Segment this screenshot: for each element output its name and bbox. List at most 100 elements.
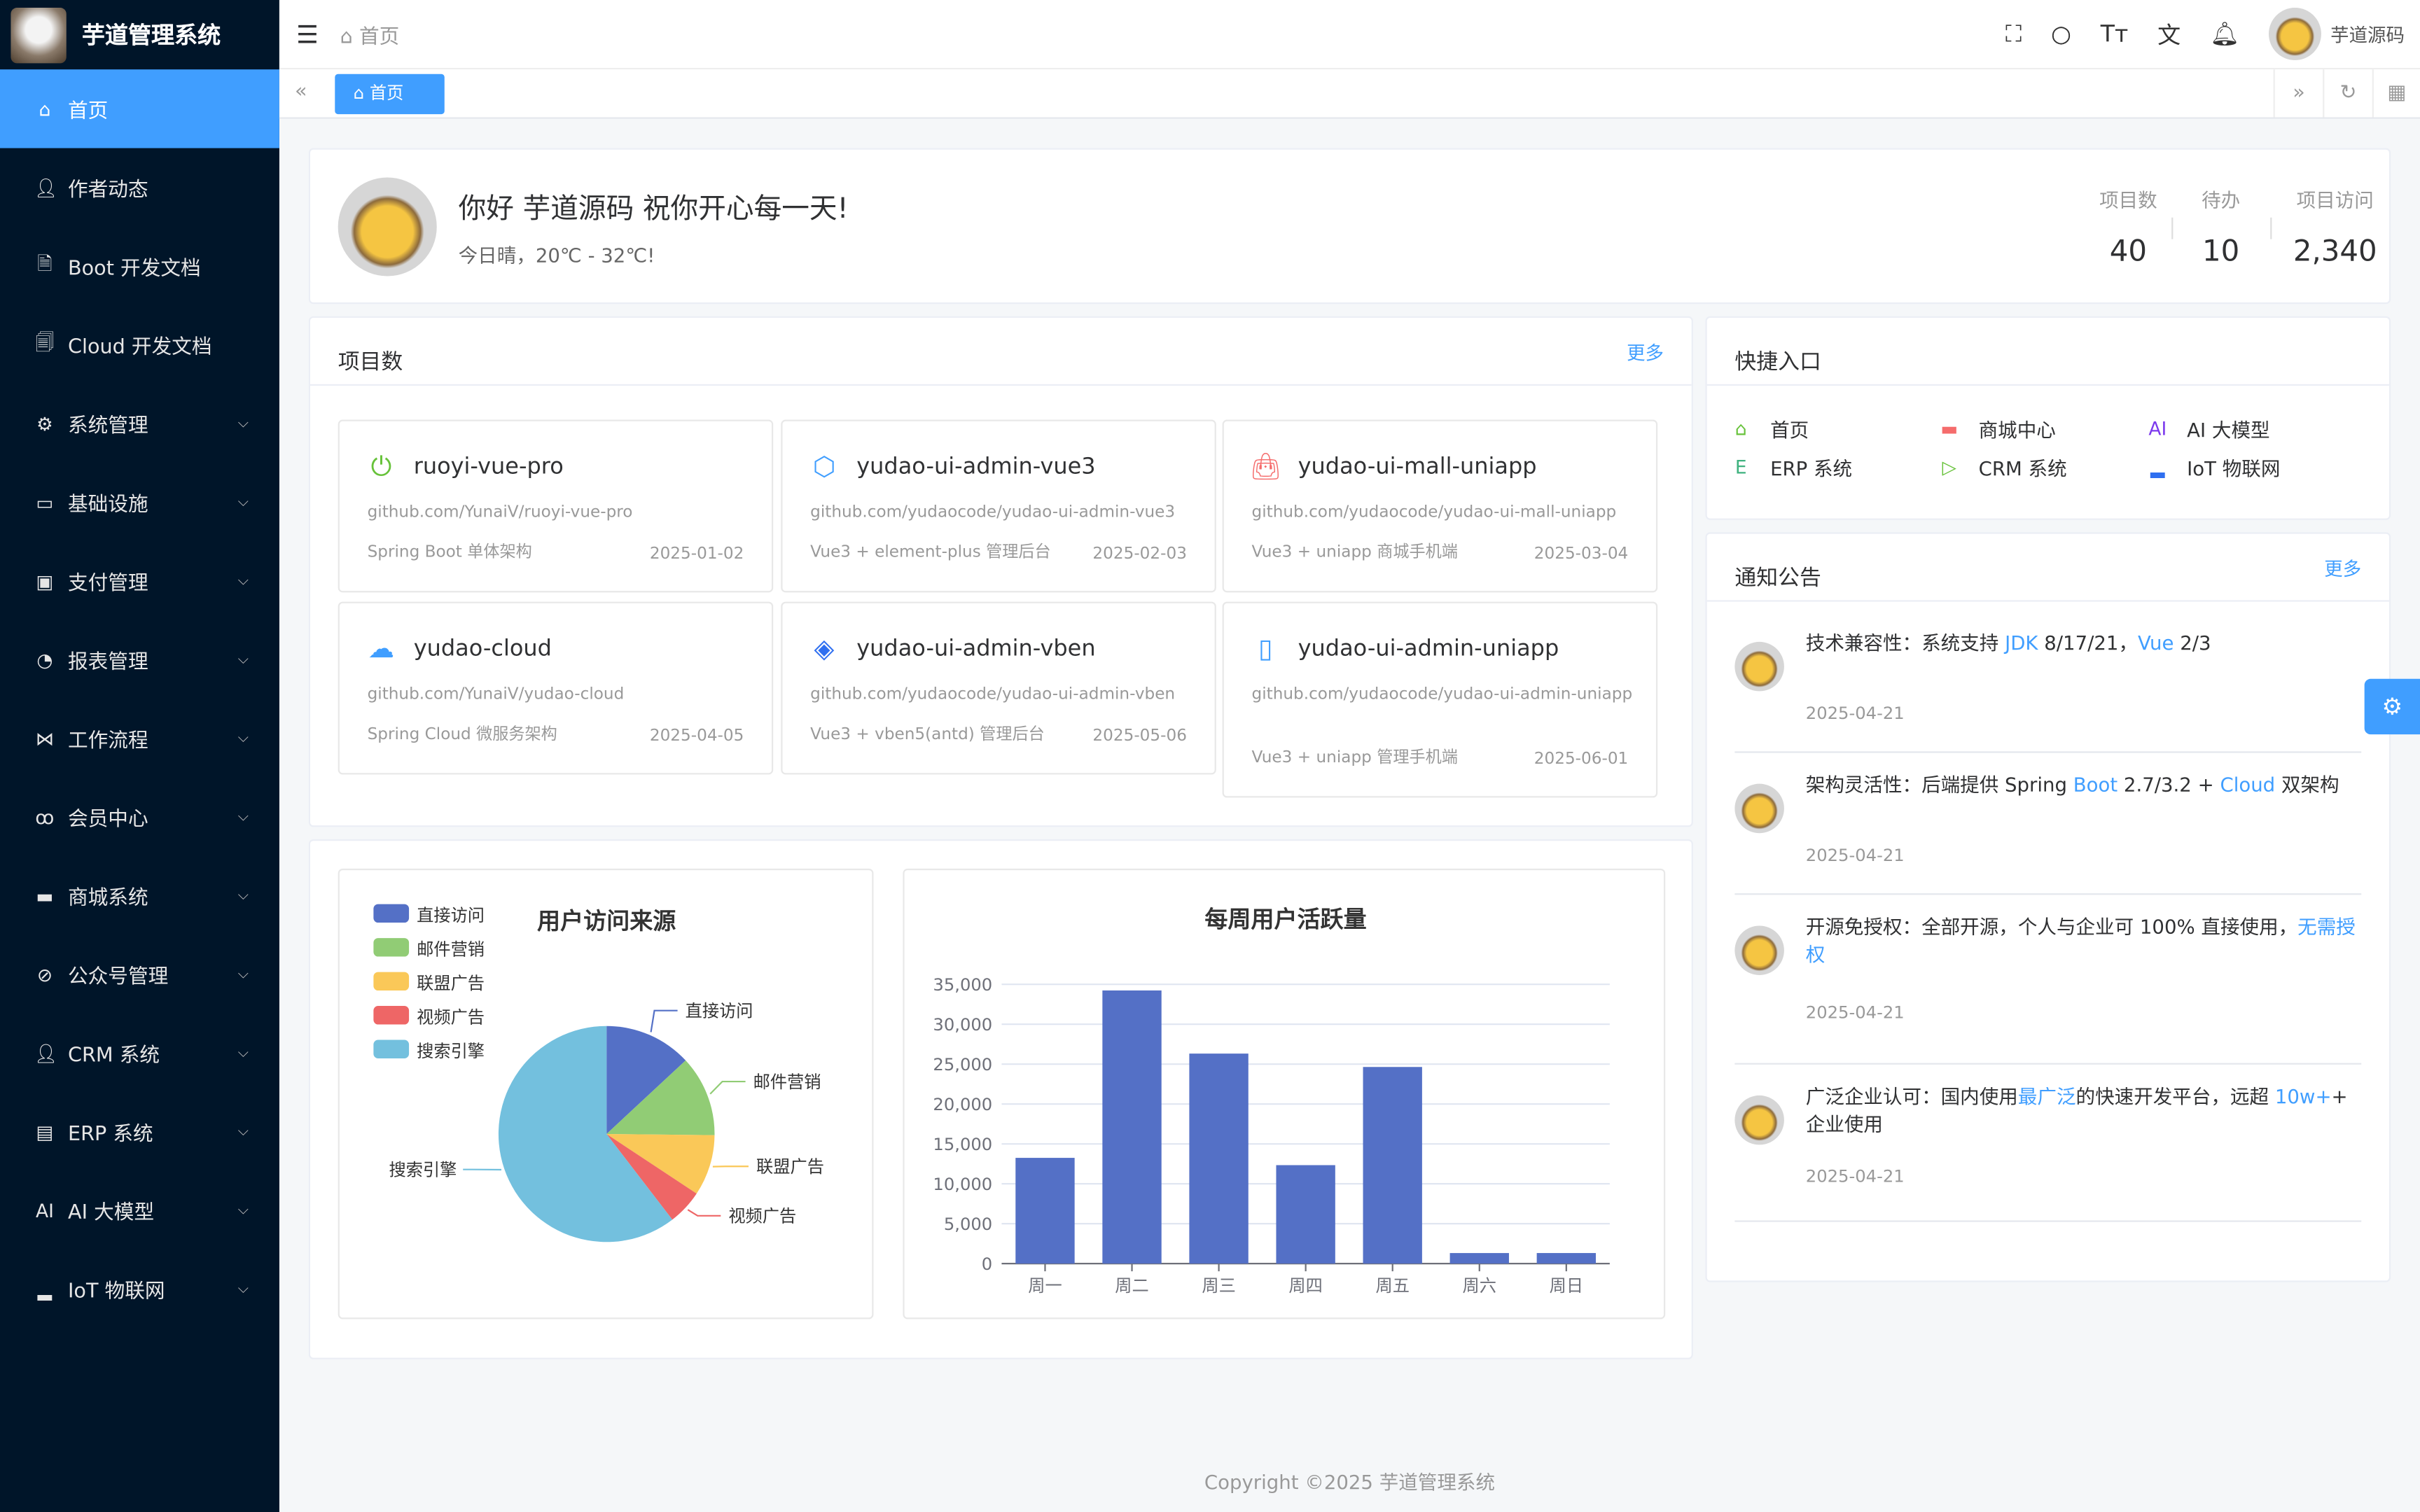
label-line: [709, 1080, 746, 1095]
sidebar-item-14[interactable]: AI AI 大模型 ⌵: [0, 1171, 279, 1250]
notice-link[interactable]: 最广泛: [2017, 1084, 2076, 1108]
shop-icon: ▬: [1940, 417, 1959, 440]
app-title: 芋道管理系统: [81, 21, 221, 50]
bell-icon[interactable]: 🔔︎: [2210, 20, 2240, 48]
documents-icon: 🗐: [35, 331, 55, 354]
y-tick-label: 25,000: [933, 1054, 992, 1074]
label-line: [650, 1009, 678, 1032]
cloud-icon: ☁: [368, 634, 395, 665]
sidebar-item-3[interactable]: 🗐 Cloud 开发文档: [0, 305, 279, 384]
chevron-down-icon: ⌵: [237, 1281, 249, 1297]
bar: [1015, 1158, 1075, 1264]
notice-link[interactable]: JDK: [2005, 631, 2038, 654]
project-card[interactable]: ⏻ ruoyi-vue-pro github.com/YunaiV/ruoyi-vu…: [338, 419, 774, 593]
translate-icon[interactable]: 文: [2157, 20, 2181, 49]
notice-text: 广泛企业认可：国内使用最广泛的快速开发平台，远超 10w++ 企业使用: [1805, 1084, 2348, 1136]
grid-menu-icon[interactable]: ▦: [2372, 69, 2420, 118]
font-size-icon[interactable]: Tт: [2100, 20, 2129, 48]
chevron-down-icon: ⌵: [237, 1203, 249, 1219]
pie-chart-panel: 用户访问来源 直接访问 邮件营销 联盟广告 视频广告 搜索引擎 直接访问 邮件营销 联盟广告 视频…: [338, 868, 874, 1320]
chevron-down-icon: ⌵: [237, 1124, 249, 1140]
refresh-icon[interactable]: ↻: [2323, 69, 2372, 118]
notice-item[interactable]: 广泛企业认可：国内使用最广泛的快速开发平台，远超 10w++ 企业使用 2025-…: [1734, 1065, 2362, 1222]
chart-title: 每周用户活跃量: [1204, 906, 1366, 933]
sidebar-item-0[interactable]: ⌂ 首页: [0, 69, 279, 148]
quick-entry-item[interactable]: E ERP 系统: [1730, 447, 1939, 486]
sidebar-item-6[interactable]: ▣ 支付管理 ⌵: [0, 542, 279, 620]
sidebar-item-1[interactable]: 👤︎ 作者动态: [34, 176, 148, 202]
tags-view: « ⌂ 首页 » ↻ ▦: [279, 69, 2420, 119]
username[interactable]: 芋道源码: [2330, 24, 2405, 46]
notice-item[interactable]: 开源免授权：全部开源，个人与企业可 100% 直接使用，无需授权 2025-04-…: [1734, 895, 2362, 1065]
workflow-icon: ⋈: [35, 727, 55, 750]
notice-link[interactable]: Vue: [2138, 631, 2174, 654]
fullscreen-icon[interactable]: ⛶: [2005, 20, 2022, 48]
sidebar-item-11[interactable]: ⊘ 公众号管理 ⌵: [0, 935, 279, 1014]
user-icon: 👤︎: [34, 176, 58, 199]
notice-link[interactable]: Boot: [2073, 773, 2118, 797]
pie-slice: [606, 1133, 715, 1194]
legend-swatch: [373, 1006, 410, 1025]
notice-link[interactable]: 无需授权: [1805, 915, 2356, 966]
notice-link[interactable]: 10w+: [2274, 1084, 2332, 1108]
notice-link[interactable]: Cloud: [2220, 773, 2276, 797]
ai-icon: AI: [2148, 417, 2167, 440]
notice-text: 开源免授权：全部开源，个人与企业可 100% 直接使用，无需授权: [1805, 915, 2356, 966]
quick-entry-item[interactable]: ▂ IoT 物联网: [2147, 447, 2356, 486]
menu-toggle-icon[interactable]: ☰: [296, 19, 319, 49]
quick-entry-item[interactable]: ▷ CRM 系统: [1938, 447, 2147, 486]
settings-button[interactable]: ⚙: [2364, 678, 2420, 735]
bar: [1189, 1054, 1249, 1264]
pie-chart-icon: ◔: [36, 648, 53, 671]
scroll-left-icon[interactable]: «: [294, 80, 307, 104]
avatar: [1734, 1095, 1784, 1145]
project-card[interactable]: ☁ yudao-cloud github.com/YunaiV/yudao-clou…: [338, 601, 774, 775]
ai-icon: AI: [35, 1199, 54, 1222]
slice-label: 搜索引擎: [389, 1160, 457, 1180]
quick-entry-item[interactable]: ▬ 商城中心: [1938, 409, 2147, 447]
project-card[interactable]: ◈ yudao-ui-admin-vben github.com/yudaocode…: [781, 601, 1216, 775]
sidebar-item-7[interactable]: ◔ 报表管理 ⌵: [0, 620, 279, 699]
sidebar-item-9[interactable]: ꝏ 会员中心 ⌵: [35, 806, 249, 832]
scroll-right-icon[interactable]: »: [2273, 69, 2323, 118]
quick-entry-item[interactable]: AI AI 大模型: [2147, 409, 2356, 447]
project-card[interactable]: ▯ yudao-ui-admin-uniapp github.com/yudaoco…: [1222, 601, 1658, 798]
pie-slice: [606, 1026, 686, 1134]
legend-swatch: [373, 972, 410, 991]
pie-slice: [606, 1133, 697, 1220]
sidebar-item-2[interactable]: 🗎 Boot 开发文档: [0, 227, 279, 305]
sidebar-item-15[interactable]: ▂ IoT 物联网 ⌵: [0, 1250, 279, 1328]
sidebar-item-5[interactable]: ▭ 基础设施 ⌵: [0, 463, 279, 541]
sidebar-item-13[interactable]: ▤ ERP 系统 ⌵: [0, 1092, 279, 1170]
sidebar-item-12[interactable]: 👤︎ CRM 系统 ⌵: [34, 1042, 249, 1068]
breadcrumb[interactable]: ⌂ 首页: [340, 25, 400, 49]
chevron-down-icon: ⌵: [237, 809, 249, 825]
chevron-down-icon: ⌵: [237, 652, 249, 668]
quick-entry-item[interactable]: ⌂ 首页: [1730, 409, 1939, 447]
home-icon: ⌂: [340, 25, 359, 49]
sidebar-item-10[interactable]: ▬ 商城系统 ⌵: [0, 856, 279, 934]
project-card[interactable]: ⬡ yudao-ui-admin-vue3 github.com/yudaocode…: [781, 419, 1216, 593]
projects-more-link[interactable]: 更多: [1627, 342, 1664, 365]
bar: [1363, 1067, 1422, 1264]
notice-item[interactable]: 架构灵活性：后端提供 Spring Boot 2.7/3.2 + Cloud 双…: [1734, 753, 2362, 895]
home-icon: ⌂: [39, 97, 51, 120]
x-tick-label: 周日: [1550, 1275, 1583, 1296]
stat-2: 项目访问 2,340: [2293, 188, 2377, 269]
y-tick-label: 30,000: [933, 1014, 992, 1035]
tab-home[interactable]: ⌂ 首页: [335, 74, 445, 115]
notice-date: 2025-04-21: [1805, 1166, 1905, 1186]
notice-item[interactable]: 技术兼容性：系统支持 JDK 8/17/21，Vue 2/3 2025-04-21: [1734, 611, 2362, 753]
avatar[interactable]: [2268, 8, 2321, 60]
project-card[interactable]: 👜︎ yudao-ui-mall-uniapp github.com/yudaoco…: [1222, 419, 1658, 593]
legend-swatch: [373, 1040, 410, 1058]
sidebar-item-8[interactable]: ⋈ 工作流程 ⌵: [0, 699, 279, 777]
bar-chart: 每周用户活跃量 0 5,000 10,000 15,000 20,000 25,000 30,…: [933, 906, 1610, 1296]
legend-label: 邮件营销: [417, 939, 485, 959]
x-tick-label: 周四: [1288, 1275, 1322, 1296]
erp-icon: E: [1734, 456, 1747, 478]
notice-more-link[interactable]: 更多: [2324, 558, 2362, 580]
logo[interactable]: 芋道管理系统: [0, 0, 279, 69]
search-icon[interactable]: ○: [2051, 20, 2071, 48]
sidebar-item-4[interactable]: ⚙ 系统管理 ⌵: [0, 384, 279, 463]
